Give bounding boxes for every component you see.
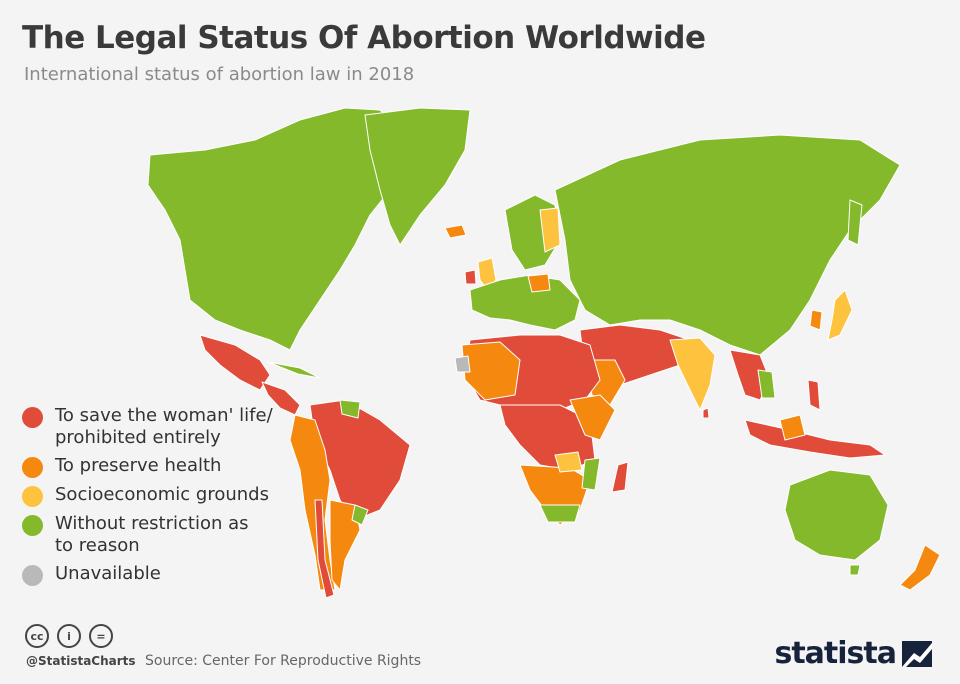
region-africa-west <box>461 341 521 401</box>
legend-label: To preserve health <box>55 455 222 476</box>
chart-title: The Legal Status Of Abortion Worldwide <box>22 20 706 56</box>
region-tasmania <box>849 564 861 576</box>
region-east-africa <box>569 394 616 441</box>
region-chile <box>314 499 335 599</box>
region-new-zealand <box>899 544 941 591</box>
region-europe <box>469 274 581 331</box>
legend-item-health: To preserve health <box>22 455 322 478</box>
region-sri-lanka <box>702 407 710 419</box>
cc-license-icon[interactable]: cc <box>25 624 49 648</box>
attribution-icon[interactable]: i <box>57 624 81 648</box>
region-russia-asia <box>554 134 901 356</box>
region-poland <box>527 273 551 293</box>
legend-item-no-restriction: Without restriction as to reason <box>22 513 322 557</box>
region-uruguay <box>351 504 369 526</box>
legend-dot-yellow <box>22 486 43 507</box>
region-madagascar <box>611 461 629 493</box>
region-iceland <box>444 224 467 239</box>
region-korea <box>809 309 823 331</box>
brand-wordmark: statista <box>774 636 897 671</box>
region-mozambique <box>581 457 601 491</box>
map-legend: To save the woman' life/ prohibited enti… <box>22 405 322 592</box>
legend-label: Unavailable <box>55 563 161 584</box>
region-kamchatka <box>847 199 863 246</box>
social-handle[interactable]: @StatistaCharts <box>26 654 136 668</box>
region-ireland <box>464 269 477 285</box>
region-vietnam <box>757 369 776 399</box>
region-australia <box>784 469 889 561</box>
source-note: Source: Center For Reproductive Rights <box>145 653 422 669</box>
legend-label: Without restriction as to reason <box>55 513 249 556</box>
region-japan <box>827 289 853 341</box>
region-finland <box>539 207 561 253</box>
region-greenland <box>364 107 471 246</box>
region-north-america <box>147 107 431 351</box>
legend-label: Socioeconomic grounds <box>55 484 269 505</box>
legend-dot-red <box>22 407 43 428</box>
chart-subtitle: International status of abortion law in … <box>24 64 415 85</box>
license-icons: cc i = <box>25 624 121 648</box>
legend-item-socioeconomic: Socioeconomic grounds <box>22 484 322 507</box>
region-indonesia <box>744 419 886 459</box>
legend-item-life: To save the woman' life/ prohibited enti… <box>22 405 322 449</box>
legend-item-unavailable: Unavailable <box>22 563 322 586</box>
region-philippines <box>807 379 821 411</box>
statista-logo[interactable]: statista <box>774 636 932 671</box>
region-mexico <box>199 334 271 391</box>
region-south-africa <box>539 504 581 523</box>
region-caribbean <box>267 361 321 379</box>
no-derivatives-icon[interactable]: = <box>89 624 113 648</box>
world-map <box>147 107 941 599</box>
region-zambia <box>554 451 583 473</box>
legend-dot-orange <box>22 457 43 478</box>
legend-label: To save the woman' life/ prohibited enti… <box>55 405 273 448</box>
region-western-sahara <box>454 355 471 373</box>
legend-dot-green <box>22 515 43 536</box>
region-india <box>669 337 716 411</box>
region-guianas <box>339 399 361 419</box>
region-borneo <box>779 414 806 441</box>
legend-dot-grey <box>22 565 43 586</box>
statista-mark-icon <box>902 640 932 667</box>
